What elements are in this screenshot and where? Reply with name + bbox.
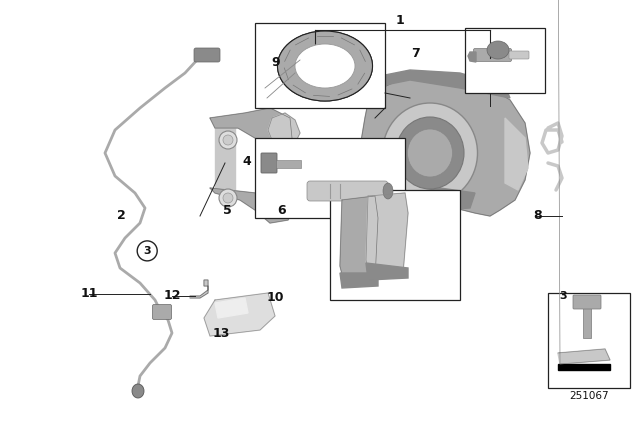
Polygon shape (190, 280, 208, 298)
Polygon shape (210, 108, 292, 150)
Polygon shape (558, 349, 610, 364)
Text: 12: 12 (164, 289, 182, 302)
Circle shape (219, 131, 237, 149)
Text: 11: 11 (81, 287, 99, 300)
FancyBboxPatch shape (573, 295, 601, 309)
Polygon shape (468, 52, 476, 62)
Ellipse shape (383, 183, 393, 199)
Ellipse shape (132, 384, 144, 398)
Ellipse shape (383, 103, 477, 203)
FancyBboxPatch shape (194, 48, 220, 62)
Text: 10: 10 (266, 291, 284, 305)
FancyBboxPatch shape (152, 305, 172, 319)
Text: 2: 2 (117, 208, 126, 222)
Polygon shape (366, 263, 408, 280)
Polygon shape (340, 196, 378, 286)
Text: 6: 6 (277, 204, 286, 217)
Bar (465, 28, 545, 93)
Polygon shape (210, 188, 295, 223)
Text: 9: 9 (271, 56, 280, 69)
Text: 8: 8 (533, 208, 542, 222)
Ellipse shape (295, 44, 355, 88)
Text: 251067: 251067 (569, 391, 609, 401)
FancyBboxPatch shape (261, 153, 277, 173)
Polygon shape (505, 118, 528, 190)
Bar (255, 138, 405, 218)
Ellipse shape (408, 129, 452, 177)
Ellipse shape (396, 117, 464, 189)
Text: 7: 7 (412, 47, 420, 60)
Polygon shape (268, 148, 300, 206)
Polygon shape (340, 273, 378, 288)
Ellipse shape (278, 31, 372, 101)
Ellipse shape (278, 31, 372, 101)
Circle shape (223, 193, 233, 203)
Polygon shape (365, 183, 475, 210)
Bar (330, 190, 460, 300)
Ellipse shape (295, 44, 355, 88)
Polygon shape (204, 293, 275, 336)
Bar (276, 160, 301, 168)
Ellipse shape (487, 41, 509, 59)
Bar (548, 293, 630, 388)
FancyBboxPatch shape (307, 181, 388, 201)
Polygon shape (215, 128, 235, 190)
Text: 4: 4 (242, 155, 251, 168)
Polygon shape (360, 73, 530, 216)
Polygon shape (268, 113, 300, 146)
Circle shape (223, 135, 233, 145)
Polygon shape (558, 364, 610, 370)
Polygon shape (366, 193, 408, 280)
Bar (583, 306, 591, 338)
Text: 13: 13 (212, 327, 230, 340)
Circle shape (219, 189, 237, 207)
Bar (255, 23, 385, 108)
Text: 3: 3 (559, 291, 567, 301)
Text: 1: 1 (396, 13, 404, 26)
FancyBboxPatch shape (509, 51, 529, 59)
FancyBboxPatch shape (474, 48, 511, 61)
Polygon shape (215, 298, 248, 318)
Text: 5: 5 (223, 204, 232, 217)
Polygon shape (370, 70, 510, 98)
Text: 3: 3 (143, 246, 151, 256)
